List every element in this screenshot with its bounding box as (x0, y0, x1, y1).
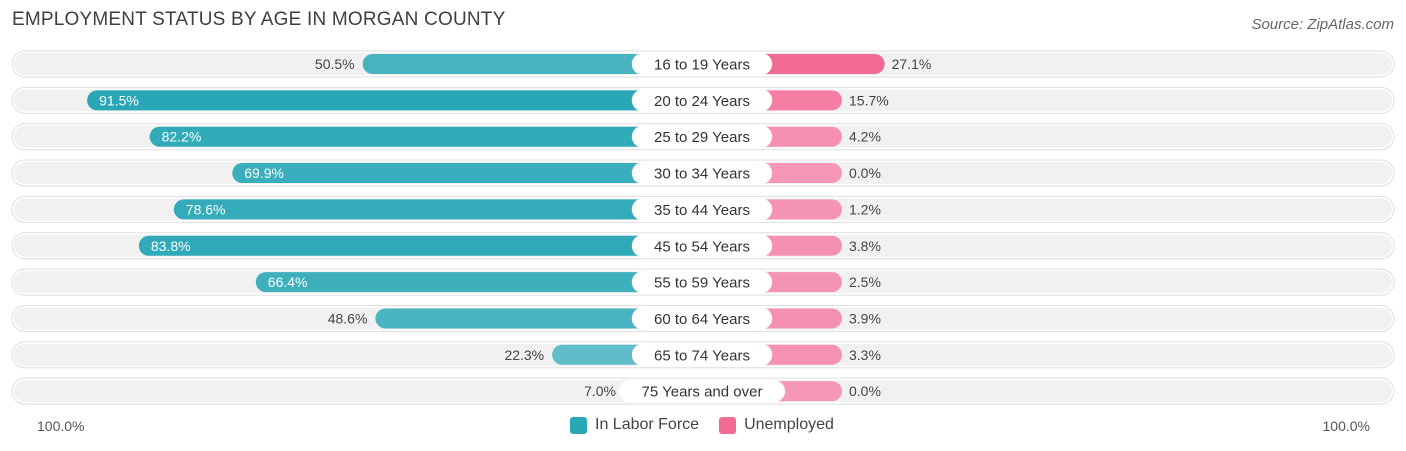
category-pill (631, 234, 773, 257)
bar-labor-force (375, 308, 702, 329)
value-label-labor-force: 22.3% (504, 347, 544, 363)
value-label-labor-force: 83.8% (151, 238, 191, 254)
category-pill (631, 89, 773, 112)
category-label: 60 to 64 Years (654, 311, 750, 328)
category-pill (631, 53, 773, 75)
category-pill (631, 343, 773, 366)
value-label-labor-force: 82.2% (162, 129, 202, 145)
value-label-labor-force: 66.4% (268, 274, 308, 290)
value-label-unemployed: 27.1% (892, 56, 932, 72)
legend: In Labor Force Unemployed (570, 416, 854, 434)
category-label: 75 Years and over (642, 384, 763, 401)
legend-swatch-labor (570, 416, 587, 434)
bar-labor-force (149, 126, 703, 147)
legend-swatch-unemployed (719, 416, 737, 434)
legend-label-unemployed: Unemployed (744, 416, 834, 433)
value-label-labor-force: 69.9% (244, 165, 284, 181)
value-label-unemployed: 3.3% (849, 347, 881, 363)
legend-item-labor[interactable]: In Labor Force (570, 416, 699, 434)
value-label-labor-force: 48.6% (328, 310, 368, 326)
axis-right-label: 100.0% (1322, 418, 1370, 434)
chart-title: EMPLOYMENT STATUS BY AGE IN MORGAN COUNT… (12, 9, 506, 30)
value-label-unemployed: 1.2% (849, 201, 881, 217)
bar-labor-force (362, 54, 702, 74)
bar-labor-force (232, 163, 702, 184)
value-label-unemployed: 2.5% (849, 274, 881, 290)
category-pill (631, 198, 773, 221)
category-label: 65 to 74 Years (654, 347, 750, 364)
value-label-unemployed: 0.0% (849, 165, 881, 181)
value-label-unemployed: 3.9% (849, 310, 881, 326)
category-label: 25 to 29 Years (654, 129, 750, 146)
value-label-labor-force: 91.5% (99, 92, 139, 108)
source-label: Source: ZipAtlas.com (1251, 16, 1394, 33)
bar-labor-force (173, 199, 703, 220)
category-label: 45 to 54 Years (654, 238, 750, 255)
value-label-unemployed: 3.8% (849, 238, 881, 254)
category-label: 55 to 59 Years (654, 275, 750, 292)
value-label-unemployed: 0.0% (849, 383, 881, 399)
legend-label-labor: In Labor Force (595, 416, 700, 433)
legend-item-unemployed[interactable]: Unemployed (719, 416, 834, 434)
value-label-labor-force: 7.0% (584, 383, 616, 399)
value-label-labor-force: 78.6% (186, 201, 226, 217)
category-pill (631, 125, 773, 148)
bar-labor-force (87, 90, 703, 111)
category-pill (631, 307, 773, 330)
category-pill (631, 162, 773, 185)
bar-labor-force (138, 235, 702, 256)
axis-left-label: 100.0% (37, 418, 85, 434)
category-pill (618, 380, 786, 403)
bar-labor-force (255, 272, 703, 293)
category-label: 20 to 24 Years (654, 93, 750, 110)
category-label: 30 to 34 Years (654, 166, 750, 183)
category-pill (631, 271, 773, 294)
value-label-labor-force: 50.5% (315, 56, 355, 72)
value-label-unemployed: 15.7% (849, 92, 889, 108)
category-label: 16 to 19 Years (654, 57, 750, 74)
category-label: 35 to 44 Years (654, 202, 750, 219)
value-label-unemployed: 4.2% (849, 129, 881, 145)
